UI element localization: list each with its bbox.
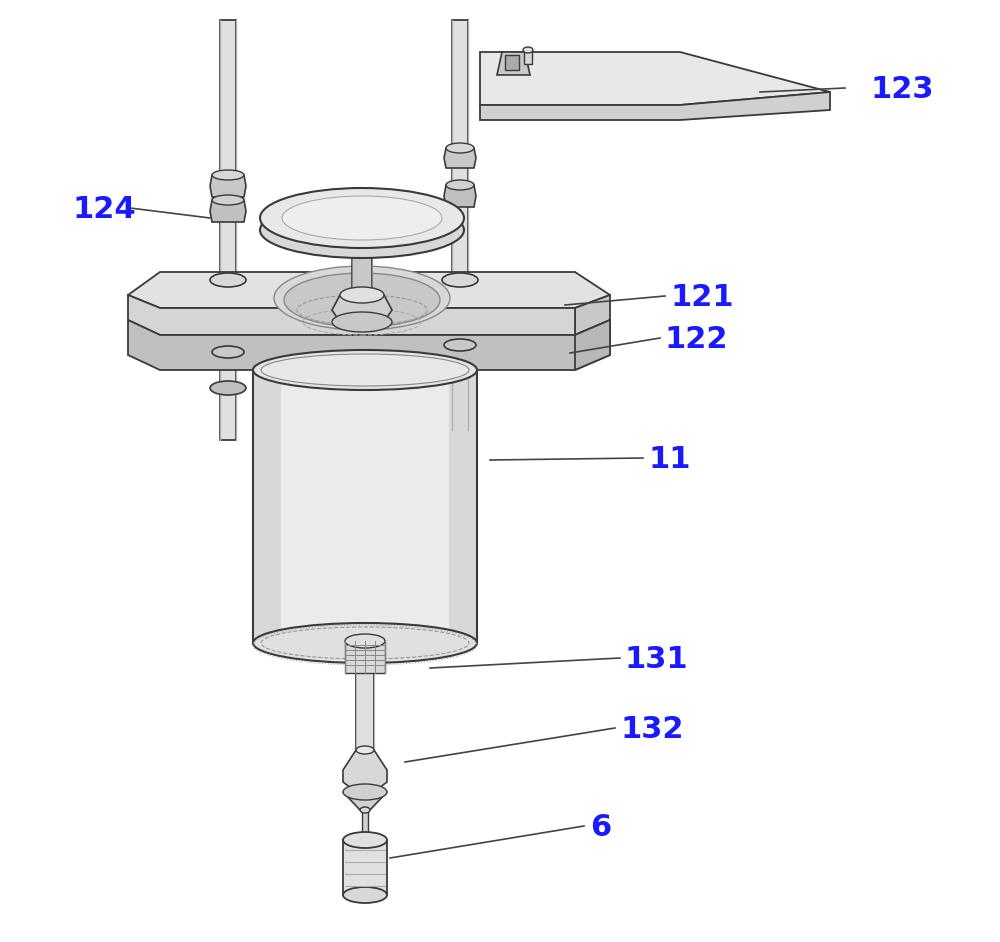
Text: 6: 6: [590, 814, 611, 842]
Ellipse shape: [343, 784, 387, 800]
Polygon shape: [449, 370, 477, 643]
Polygon shape: [253, 370, 477, 643]
Polygon shape: [260, 223, 464, 236]
Ellipse shape: [343, 832, 387, 848]
Text: 121: 121: [670, 284, 734, 313]
Polygon shape: [332, 295, 392, 322]
Ellipse shape: [253, 350, 477, 390]
Ellipse shape: [284, 273, 440, 327]
Ellipse shape: [212, 195, 244, 205]
Ellipse shape: [340, 287, 384, 303]
Text: 132: 132: [620, 716, 684, 744]
Ellipse shape: [274, 266, 450, 330]
Bar: [362, 810, 368, 840]
Ellipse shape: [356, 746, 374, 754]
Bar: [524, 50, 532, 64]
Bar: [356, 673, 374, 750]
Ellipse shape: [210, 273, 246, 287]
Text: 124: 124: [73, 196, 137, 224]
Ellipse shape: [345, 634, 385, 648]
Ellipse shape: [332, 312, 392, 332]
Polygon shape: [343, 792, 387, 810]
Polygon shape: [444, 148, 476, 168]
Polygon shape: [210, 175, 246, 197]
Polygon shape: [480, 92, 830, 120]
Polygon shape: [345, 641, 385, 673]
Ellipse shape: [210, 381, 246, 395]
Ellipse shape: [442, 273, 478, 287]
Polygon shape: [480, 52, 830, 105]
Ellipse shape: [282, 196, 442, 240]
Polygon shape: [343, 840, 387, 895]
Ellipse shape: [343, 887, 387, 903]
Ellipse shape: [253, 623, 477, 663]
Polygon shape: [575, 295, 610, 335]
Ellipse shape: [446, 143, 474, 153]
Polygon shape: [343, 750, 387, 792]
Ellipse shape: [360, 807, 370, 813]
Polygon shape: [128, 320, 610, 370]
Bar: [452, 20, 468, 420]
Polygon shape: [253, 370, 281, 643]
Bar: [352, 248, 372, 320]
Polygon shape: [444, 185, 476, 207]
Text: 123: 123: [870, 75, 934, 105]
Ellipse shape: [523, 47, 533, 53]
Ellipse shape: [444, 339, 476, 351]
Text: 122: 122: [665, 326, 728, 354]
Ellipse shape: [261, 354, 469, 386]
Ellipse shape: [212, 346, 244, 358]
Polygon shape: [575, 320, 610, 370]
Ellipse shape: [446, 180, 474, 190]
Ellipse shape: [212, 170, 244, 180]
Polygon shape: [128, 295, 575, 335]
Ellipse shape: [260, 202, 464, 258]
Bar: [505, 55, 519, 70]
Text: 131: 131: [625, 645, 689, 674]
Polygon shape: [210, 200, 246, 222]
Bar: [220, 20, 236, 440]
Ellipse shape: [260, 188, 464, 248]
Polygon shape: [128, 272, 610, 308]
Text: 11: 11: [648, 446, 690, 475]
Polygon shape: [497, 52, 530, 75]
